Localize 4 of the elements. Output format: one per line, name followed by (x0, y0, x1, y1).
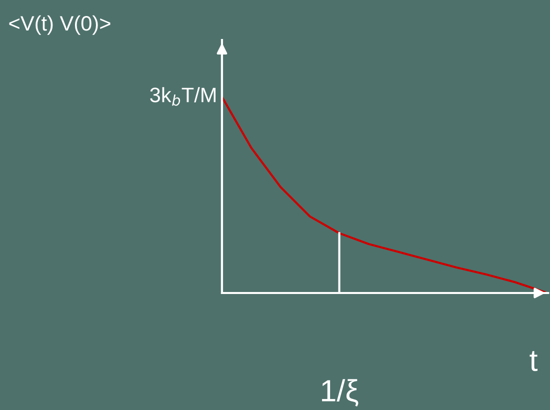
text: <V(t) V(0)> (9, 15, 110, 35)
x-axis-title: t (530, 351, 538, 372)
text: 3k$_{b}$T/M (150, 87, 216, 106)
text: 1/ξ (322, 379, 358, 407)
